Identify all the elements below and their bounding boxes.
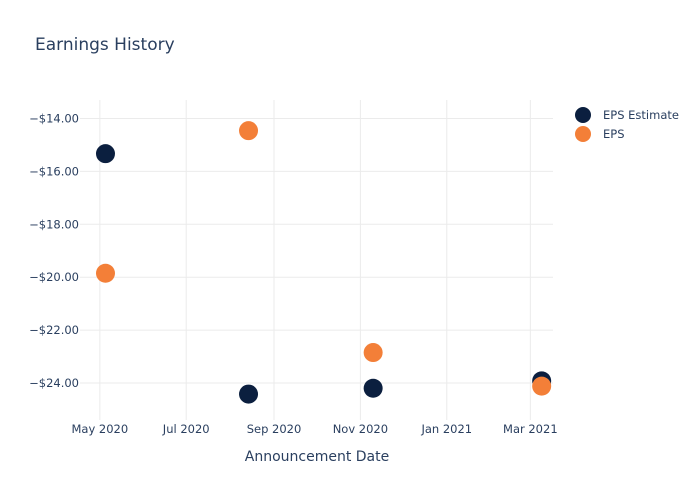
- grid: [80, 100, 553, 420]
- y-tick-label: −$14.00: [29, 112, 79, 126]
- legend-label: EPS Estimate: [603, 108, 679, 122]
- y-tick-label: −$18.00: [29, 217, 79, 231]
- x-tick-label: Mar 2021: [503, 422, 558, 436]
- x-tick-label: Jan 2021: [420, 422, 472, 436]
- legend-marker: [575, 126, 591, 142]
- y-tick-label: −$22.00: [29, 323, 79, 337]
- x-tick-label: Nov 2020: [333, 422, 388, 436]
- y-axis: −$14.00 −$16.00 −$18.00 −$20.00 −$22.00 −$24.…: [29, 112, 79, 390]
- legend-label: EPS: [603, 127, 625, 141]
- x-tick-label: May 2020: [71, 422, 128, 436]
- legend-marker: [575, 107, 591, 123]
- data-points: [95, 121, 552, 404]
- y-tick-label: −$20.00: [29, 270, 79, 284]
- eps-estimate-point[interactable]: [363, 378, 383, 398]
- legend-item-eps[interactable]: EPS: [575, 126, 625, 142]
- y-tick-label: −$24.00: [29, 376, 79, 390]
- eps-point[interactable]: [239, 121, 259, 141]
- x-tick-label: Jul 2020: [162, 422, 210, 436]
- eps-estimate-point[interactable]: [95, 144, 115, 164]
- x-axis: May 2020 Jul 2020 Sep 2020 Nov 2020 Jan 2021…: [71, 422, 557, 436]
- x-tick-label: Sep 2020: [247, 422, 302, 436]
- legend-item-eps-estimate[interactable]: EPS Estimate: [575, 107, 679, 123]
- eps-estimate-point[interactable]: [239, 384, 259, 404]
- eps-point[interactable]: [95, 263, 115, 283]
- chart-title: Earnings History: [35, 35, 175, 55]
- legend[interactable]: EPS Estimate EPS: [575, 107, 679, 142]
- eps-point[interactable]: [532, 376, 552, 396]
- x-axis-title: Announcement Date: [245, 449, 389, 465]
- eps-point[interactable]: [363, 343, 383, 363]
- y-tick-label: −$16.00: [29, 164, 79, 178]
